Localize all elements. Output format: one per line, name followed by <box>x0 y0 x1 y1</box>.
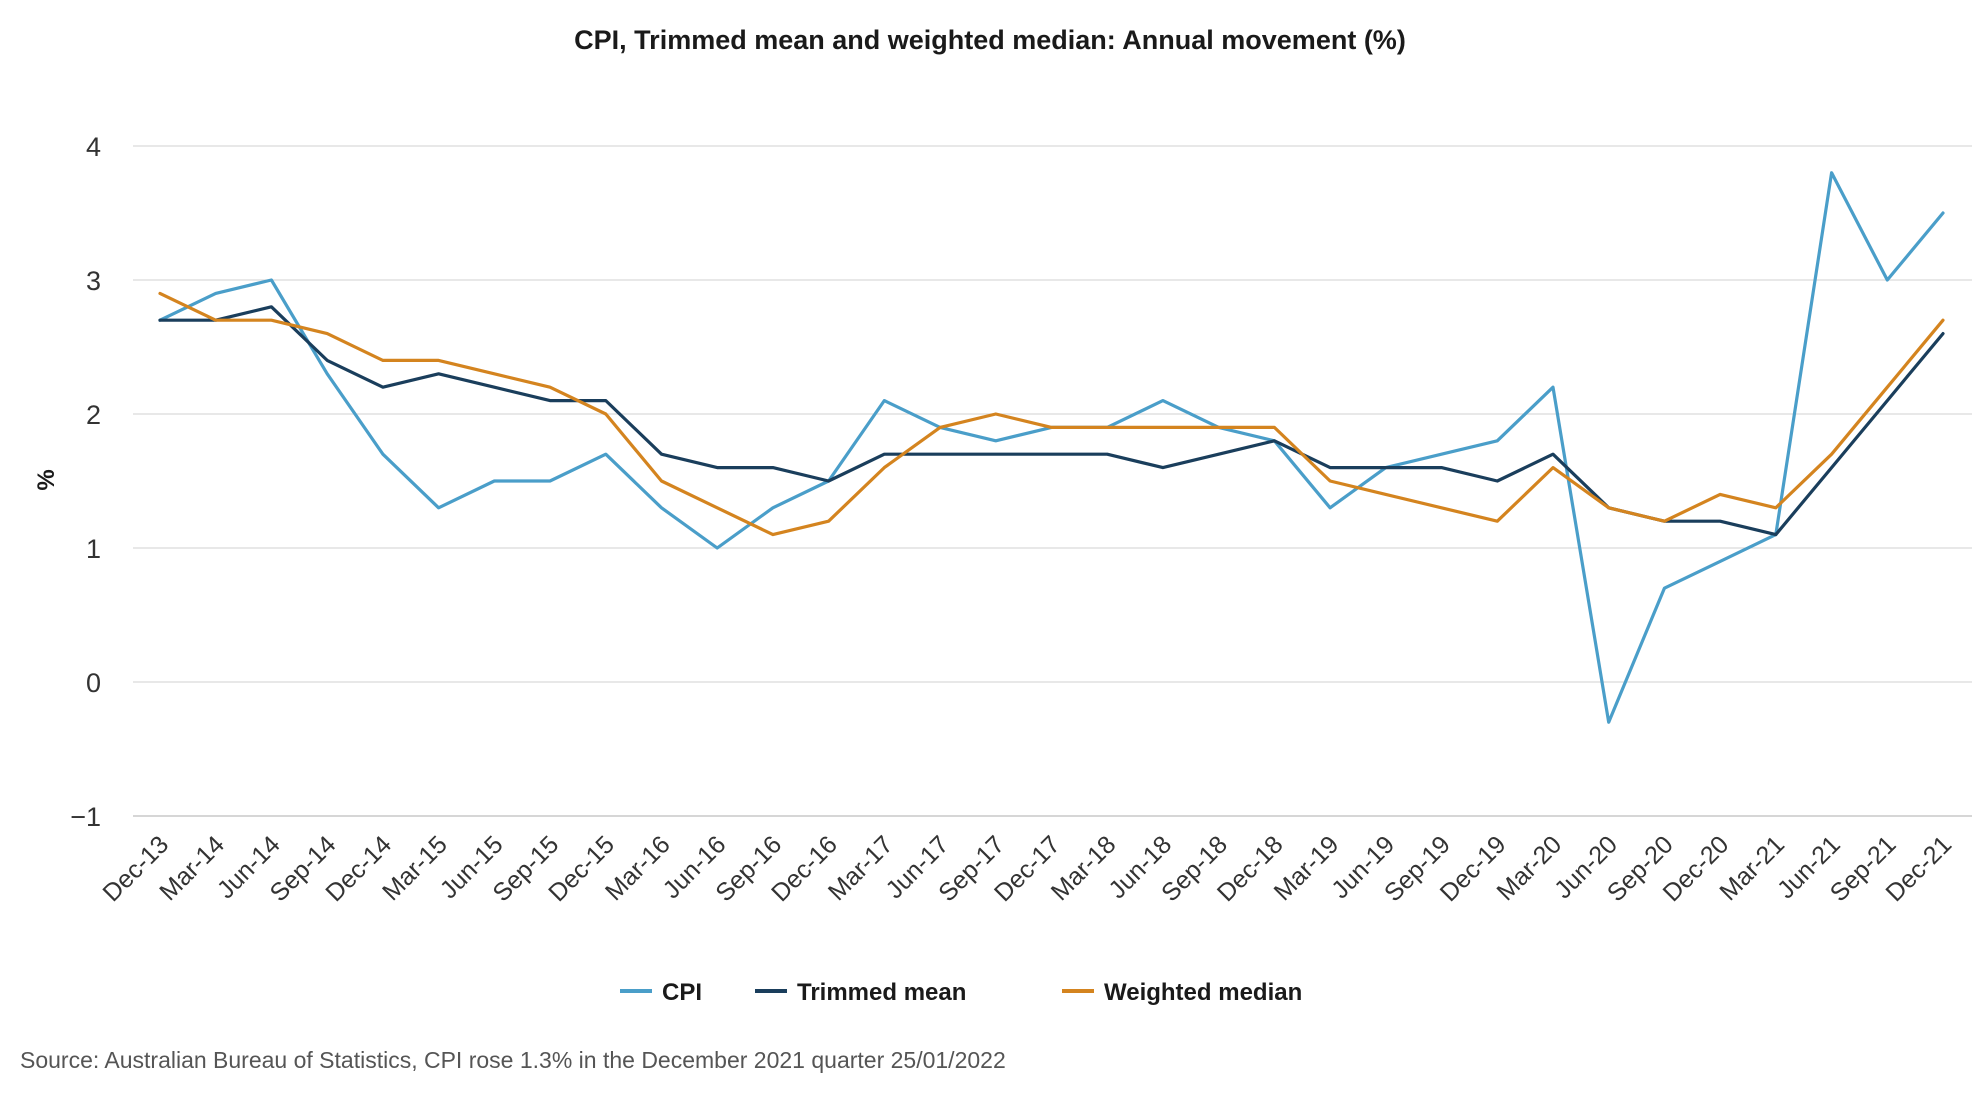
series-line-cpi <box>158 171 1945 724</box>
series-line-weighted-median <box>158 291 1945 537</box>
y-tick-label: 4 <box>86 132 101 162</box>
y-tick-label: 1 <box>86 534 101 564</box>
series-lines <box>158 171 1945 724</box>
y-tick-label: −1 <box>70 802 101 832</box>
y-tick-label: 0 <box>86 668 101 698</box>
y-tick-label: 2 <box>86 400 101 430</box>
legend-label-weighted-median: Weighted median <box>1104 979 1302 1006</box>
series-line-trimmed-mean <box>158 305 1945 537</box>
gridlines <box>133 145 1972 817</box>
y-tick-label: 3 <box>86 266 101 296</box>
legend: CPI Trimmed mean Weighted median <box>620 979 1302 1006</box>
y-axis-ticks: −1 0 1 2 3 4 <box>70 132 101 832</box>
x-axis-ticks: Dec-13Mar-14Jun-14Sep-14Dec-14Mar-15Jun-… <box>97 830 1957 907</box>
chart-title: CPI, Trimmed mean and weighted median: A… <box>574 25 1406 55</box>
legend-label-trimmed-mean: Trimmed mean <box>797 979 966 1006</box>
legend-label-cpi: CPI <box>662 979 702 1006</box>
y-axis-label: % <box>33 469 60 490</box>
source-note: Source: Australian Bureau of Statistics,… <box>20 1047 1006 1073</box>
